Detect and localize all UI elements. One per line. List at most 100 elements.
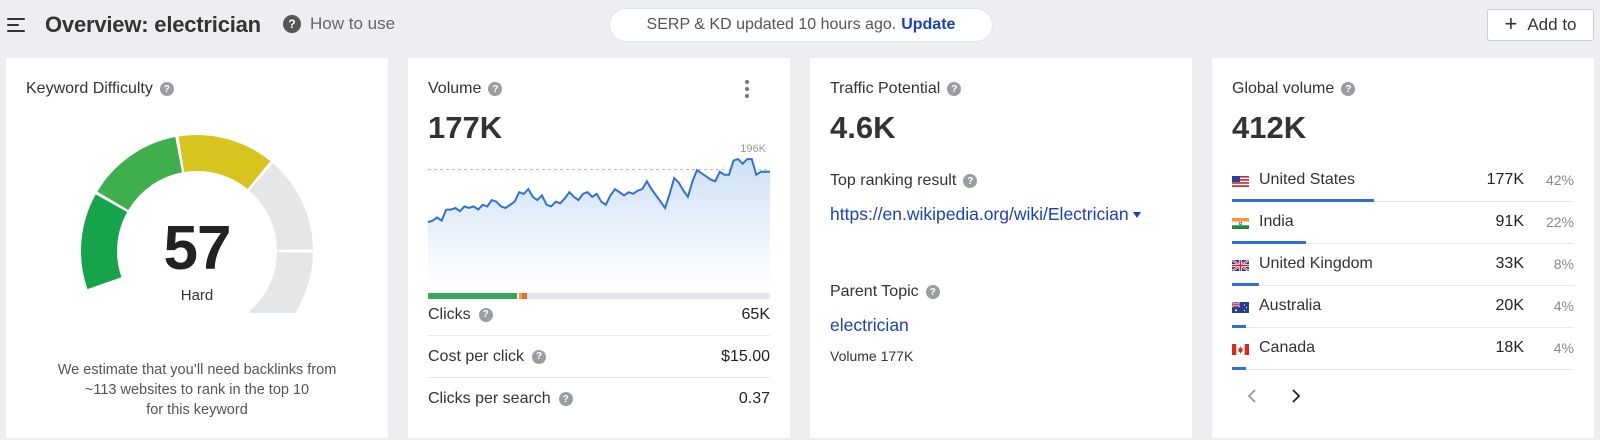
top-ranking-label: Top ranking result ? bbox=[830, 172, 978, 190]
kd-gauge-segment bbox=[249, 163, 313, 250]
volume-value: 177K bbox=[428, 110, 503, 145]
country-row-uk[interactable]: United Kingdom 33K 8% bbox=[1232, 244, 1574, 286]
country-name: India bbox=[1259, 213, 1294, 230]
add-to-button[interactable]: + Add to bbox=[1487, 9, 1594, 41]
kd-gauge-segment bbox=[97, 137, 183, 211]
clicks-value: 65K bbox=[741, 305, 770, 323]
menu-icon[interactable] bbox=[7, 17, 25, 33]
volume-title-text: Volume bbox=[428, 80, 482, 97]
traffic-help-icon[interactable]: ? bbox=[947, 82, 962, 96]
global-title-text: Global volume bbox=[1232, 80, 1335, 97]
parent-topic-volume: Volume 177K bbox=[830, 348, 914, 364]
cpc-row: Cost per click? $15.00 bbox=[428, 336, 770, 378]
country-percent: 4% bbox=[1553, 340, 1574, 356]
country-share-bar bbox=[1232, 325, 1246, 328]
cps-help-icon[interactable]: ? bbox=[558, 392, 573, 406]
clicks-split-paid bbox=[522, 293, 527, 299]
country-name: United Kingdom bbox=[1259, 255, 1373, 272]
volume-help-icon[interactable]: ? bbox=[488, 82, 503, 96]
kd-title-text: Keyword Difficulty bbox=[26, 80, 153, 97]
global-value: 412K bbox=[1232, 110, 1307, 145]
caret-down-icon[interactable] bbox=[1132, 212, 1141, 219]
kd-gauge-segment bbox=[178, 135, 271, 190]
country-row-us[interactable]: United States 177K 42% bbox=[1232, 160, 1574, 202]
us-flag-icon bbox=[1232, 176, 1249, 187]
volume-trend-chart[interactable] bbox=[428, 138, 770, 288]
volume-area bbox=[428, 159, 770, 288]
clicks-row: Clicks? 65K bbox=[428, 294, 770, 336]
update-link[interactable]: Update bbox=[901, 16, 956, 33]
clicks-split-mid bbox=[519, 293, 522, 299]
kd-score: 57 bbox=[163, 214, 232, 283]
top-ranking-label-text: Top ranking result bbox=[830, 172, 957, 189]
serp-status-text: SERP & KD updated 10 hours ago. bbox=[646, 16, 897, 33]
cps-row: Clicks per search? 0.37 bbox=[428, 378, 770, 420]
kd-help-icon[interactable]: ? bbox=[159, 82, 174, 96]
kd-gauge-segments bbox=[81, 135, 313, 313]
kd-rating-label: Hard bbox=[180, 287, 214, 304]
top-ranking-url: https://en.wikipedia.org/wiki/Electricia… bbox=[830, 204, 1129, 224]
country-share-bar bbox=[1232, 283, 1259, 286]
serp-status-pill: SERP & KD updated 10 hours ago. Update bbox=[610, 9, 992, 41]
cps-value: 0.37 bbox=[738, 390, 770, 407]
kd-description: We estimate that you’ll need backlinks f… bbox=[6, 360, 388, 420]
parent-topic-label: Parent Topic ? bbox=[830, 283, 940, 301]
country-percent: 42% bbox=[1545, 172, 1574, 188]
top-ranking-link[interactable]: https://en.wikipedia.org/wiki/Electricia… bbox=[830, 202, 1175, 227]
traffic-potential-card: Traffic Potential ? 4.6K Top ranking res… bbox=[810, 58, 1192, 438]
kd-gauge bbox=[81, 135, 313, 313]
country-name: Canada bbox=[1259, 339, 1316, 356]
how-to-use-link[interactable]: ? How to use bbox=[283, 14, 395, 34]
page-title: Overview: electrician bbox=[45, 12, 261, 37]
country-percent: 8% bbox=[1553, 256, 1574, 272]
country-percent: 22% bbox=[1545, 214, 1574, 230]
global-volume-card: Global volume ? 412K United States 177K … bbox=[1212, 58, 1594, 438]
volume-title: Volume ? bbox=[428, 80, 503, 98]
traffic-title: Traffic Potential ? bbox=[830, 80, 962, 98]
country-percent: 4% bbox=[1553, 298, 1574, 314]
country-share-bar bbox=[1232, 199, 1374, 202]
country-share-bar bbox=[1232, 241, 1306, 244]
cpc-help-icon[interactable]: ? bbox=[532, 349, 547, 364]
canada-flag-icon bbox=[1232, 344, 1249, 355]
kd-desc-line-2: ~113 websites to rank in the top 10 bbox=[84, 382, 310, 398]
kd-gauge-segment bbox=[249, 252, 313, 313]
australia-flag-icon bbox=[1232, 302, 1249, 313]
chevron-left-icon[interactable] bbox=[1246, 388, 1258, 404]
how-to-use-label: How to use bbox=[310, 14, 396, 33]
country-share-bar bbox=[1232, 367, 1246, 370]
kd-desc-line-1: We estimate that you’ll need backlinks f… bbox=[57, 362, 337, 378]
kd-title: Keyword Difficulty ? bbox=[26, 80, 174, 98]
volume-peak-label: 196K bbox=[740, 143, 766, 155]
kd-gauge-segment bbox=[81, 194, 128, 290]
cpc-label: Cost per click bbox=[428, 347, 525, 365]
country-volume: 18K bbox=[1495, 339, 1524, 356]
uk-flag-icon bbox=[1232, 260, 1249, 271]
country-volume: 33K bbox=[1495, 255, 1524, 272]
more-options-icon[interactable] bbox=[744, 80, 750, 98]
parent-topic-link[interactable]: electrician bbox=[830, 315, 909, 335]
volume-card: Volume ? 177K 196K Clicks? 65K Cost per … bbox=[408, 58, 790, 438]
clicks-help-icon[interactable]: ? bbox=[478, 307, 493, 322]
keyword-difficulty-card: Keyword Difficulty ? 57 Hard We estimate… bbox=[6, 58, 388, 438]
kd-desc-line-3: for this keyword bbox=[146, 402, 248, 418]
clicks-split-organic bbox=[428, 293, 517, 299]
country-row-in[interactable]: India 91K 22% bbox=[1232, 202, 1574, 244]
top-ranking-help-icon[interactable]: ? bbox=[963, 174, 978, 188]
cpc-value: $15.00 bbox=[721, 347, 770, 365]
chevron-right-icon[interactable] bbox=[1290, 388, 1302, 404]
country-row-au[interactable]: Australia 20K 4% bbox=[1232, 286, 1574, 328]
country-volume: 20K bbox=[1495, 297, 1524, 314]
traffic-title-text: Traffic Potential bbox=[830, 80, 941, 97]
parent-topic-label-text: Parent Topic bbox=[830, 283, 919, 300]
country-volume: 177K bbox=[1486, 171, 1524, 188]
parent-topic-help-icon[interactable]: ? bbox=[925, 285, 940, 299]
country-name: United States bbox=[1259, 171, 1356, 188]
india-flag-icon bbox=[1232, 218, 1249, 229]
country-row-ca[interactable]: Canada 18K 4% bbox=[1232, 328, 1574, 370]
global-title: Global volume ? bbox=[1232, 80, 1356, 98]
country-volume: 91K bbox=[1495, 213, 1524, 230]
help-icon: ? bbox=[283, 15, 301, 33]
add-to-label: Add to bbox=[1527, 15, 1577, 34]
global-help-icon[interactable]: ? bbox=[1341, 82, 1356, 96]
